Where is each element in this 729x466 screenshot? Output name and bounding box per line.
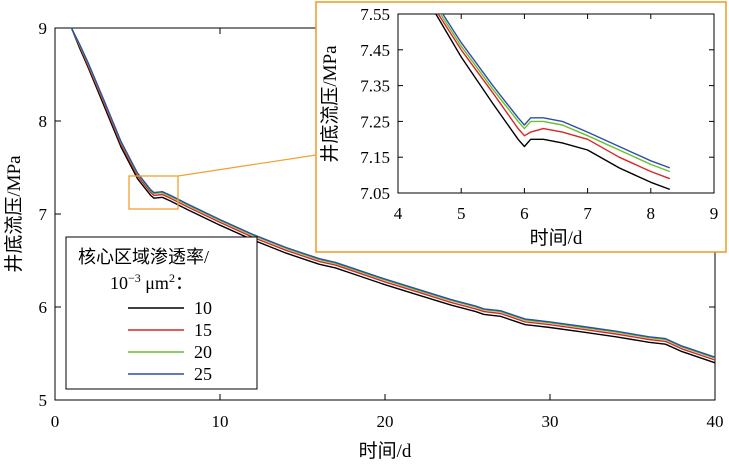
inset-y-tick-label: 7.15	[360, 148, 390, 167]
main-y-tick-label: 7	[39, 205, 48, 224]
inset-x-tick-label: 5	[457, 204, 466, 223]
main-y-tick-label: 6	[39, 298, 48, 317]
main-series-line-15	[70, 27, 716, 361]
inset-x-axis-label: 时间/d	[530, 227, 583, 249]
inset-x-tick-label: 6	[520, 204, 529, 223]
main-x-tick-label: 10	[212, 412, 229, 431]
main-x-axis-label: 时间/d	[359, 440, 412, 462]
inset-series-line-25	[441, 14, 671, 169]
zoom-connector-line	[177, 154, 317, 177]
legend-title-unit-exp: 2	[169, 271, 175, 285]
inset-series-line-10	[435, 14, 671, 191]
main-x-tick-label: 30	[542, 412, 559, 431]
main-x-tick-label: 0	[51, 412, 60, 431]
inset-y-axis-label: 井底流压/MPa	[319, 45, 341, 163]
inset-y-tick-label: 7.25	[360, 112, 390, 131]
legend-label-25: 25	[194, 364, 212, 384]
main-chart: 0 10 20 30 40 5 6 7 8 9 时间/d 井底流压/MPa	[3, 19, 724, 462]
inset-series-group	[435, 14, 671, 191]
main-x-tick-label: 20	[377, 412, 394, 431]
legend-label-10: 10	[194, 298, 212, 318]
legend-label-20: 20	[194, 342, 212, 362]
inset-axis-ticks: 4 5 6 7 8 9 7.05 7.15 7.25 7.35 7.45 7.55	[360, 5, 718, 223]
main-series-line-10	[70, 27, 716, 364]
legend-title-suffix: ：	[175, 273, 193, 293]
legend-title-unit: μm	[141, 273, 169, 293]
main-y-tick-label: 9	[39, 19, 48, 38]
main-x-tick-label: 40	[707, 412, 724, 431]
zoom-region-box	[128, 175, 179, 210]
inset-x-tick-label: 4	[394, 204, 403, 223]
inset-y-tick-label: 7.55	[360, 5, 390, 24]
inset-y-tick-label: 7.35	[360, 77, 390, 96]
legend-label-15: 15	[194, 320, 212, 340]
inset-chart: 4 5 6 7 8 9 7.05 7.15 7.25 7.35 7.45 7.55 时间/d 井底流压…	[315, 1, 727, 253]
main-y-tick-label: 5	[39, 391, 48, 410]
main-y-axis-label: 井底流压/MPa	[3, 155, 25, 273]
inset-frame	[315, 1, 727, 253]
inset-series-line-20	[439, 14, 671, 173]
inset-x-tick-label: 7	[583, 204, 592, 223]
legend-title-line2: 10−3 μm2：	[110, 271, 193, 293]
legend-title-base: 10	[110, 273, 128, 293]
inset-y-tick-label: 7.05	[360, 184, 390, 203]
legend-title-line1: 核心区域渗透率/	[78, 247, 209, 267]
inset-y-tick-label: 7.45	[360, 41, 390, 60]
inset-series-line-15	[437, 14, 671, 180]
inset-plot-frame	[397, 13, 715, 194]
legend-box	[65, 236, 258, 390]
legend-title-exp: −3	[128, 271, 141, 285]
inset-x-tick-label: 9	[710, 204, 719, 223]
inset-x-tick-label: 8	[647, 204, 656, 223]
main-y-tick-label: 8	[39, 112, 48, 131]
